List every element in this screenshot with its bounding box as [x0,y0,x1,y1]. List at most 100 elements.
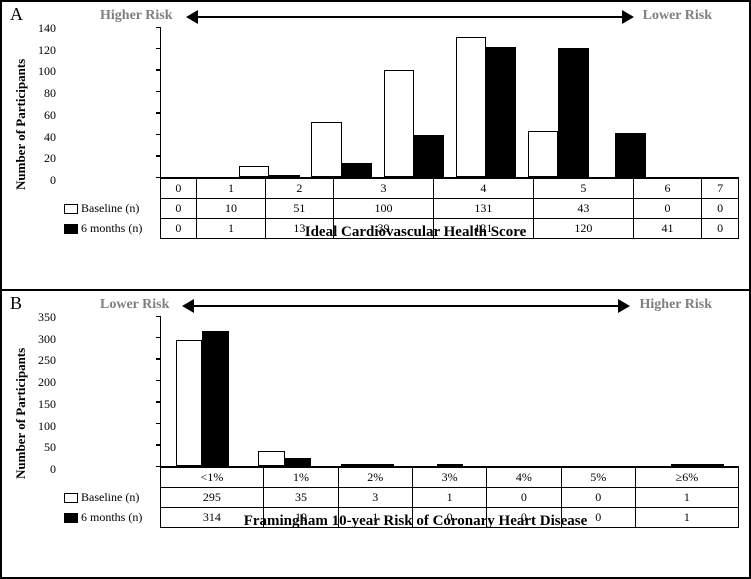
figure: A Higher Risk Lower Risk Number of Parti… [0,0,751,579]
baseline-cell: 131 [433,199,533,219]
arrow-right-a [622,10,634,24]
bar-baseline [341,464,367,466]
panel-a: A Higher Risk Lower Risk Number of Parti… [2,2,749,291]
bar-baseline [176,340,202,466]
bar-baseline [437,464,463,466]
category-cell: 6 [633,179,701,199]
bar-6months [202,331,228,466]
bar-baseline [258,451,284,466]
legend-baseline: Baseline (n) [60,488,160,508]
baseline-cell: 100 [334,199,434,219]
months6-cell: 0 [160,219,197,239]
months6-cell: 1 [635,508,738,528]
bar-group [574,317,657,466]
baseline-cell: 51 [265,199,333,219]
baseline-cell: 1 [412,488,486,508]
legend-6months: 6 months (n) [60,508,160,528]
bar-group [667,28,739,177]
arrow-left-a [186,10,198,24]
bar-group [491,317,574,466]
bar-6months [342,163,372,177]
bar-6months [698,464,724,466]
risk-arrow-b: Lower Risk Higher Risk [100,297,712,315]
bar-6months [367,464,393,466]
arrow-left-b [182,299,194,313]
baseline-cell: 0 [633,199,701,219]
bar-group [595,28,667,177]
category-cell: 1% [264,468,338,488]
category-cell: 7 [702,179,739,199]
chart-area-a: Number of Participants 14012010080604020… [12,28,739,220]
plot-table-b: <1%1%2%3%4%5%≥6%Baseline (n)29535310016 … [60,317,739,509]
category-cell: 1 [197,179,265,199]
panel-b-label: B [10,293,22,314]
months6-cell: 120 [533,219,633,239]
months6-cell: 41 [633,219,701,239]
baseline-cell: 0 [160,199,197,219]
bar-group [656,317,739,466]
plot-table-a: 01234567Baseline (n)0105110013143006 mon… [60,28,739,220]
bar-baseline [456,37,486,177]
category-cell: <1% [160,468,264,488]
bar-group [233,28,305,177]
category-cell: 3% [412,468,486,488]
category-cell: 0 [160,179,197,199]
chart-area-b: Number of Participants 35030025020015010… [12,317,739,509]
bar-6months [558,48,588,177]
legend-baseline: Baseline (n) [60,199,160,219]
bar-group [244,317,327,466]
legend-6months: 6 months (n) [60,219,160,239]
bar-baseline [528,131,558,177]
baseline-cell: 0 [702,199,739,219]
bar-group [450,28,522,177]
baseline-cell: 0 [487,488,561,508]
panel-a-label: A [10,4,23,25]
bar-baseline [671,464,697,466]
bar-baseline [311,122,341,177]
bar-group [522,28,594,177]
risk-right-b: Higher Risk [640,297,712,313]
bar-group [161,28,233,177]
y-ticks-b: 350300250200150100500 [30,317,60,469]
baseline-cell: 295 [160,488,264,508]
y-ticks-a: 140120100806040200 [30,28,60,180]
bar-6months [285,458,311,466]
category-cell: 2 [265,179,333,199]
bar-group [378,28,450,177]
bar-6months [486,47,516,177]
y-label-a: Number of Participants [12,28,30,220]
baseline-cell: 0 [561,488,635,508]
arrow-line-b [194,305,618,307]
bar-group [409,317,492,466]
category-cell: 5% [561,468,635,488]
category-cell: 2% [338,468,412,488]
months6-cell: 1 [197,219,265,239]
risk-left-b: Lower Risk [100,297,169,313]
risk-arrow-a: Higher Risk Lower Risk [100,8,712,26]
plot-a [160,28,739,178]
bar-6months [615,133,645,177]
baseline-cell: 3 [338,488,412,508]
bar-group [306,28,378,177]
baseline-cell: 35 [264,488,338,508]
baseline-cell: 10 [197,199,265,219]
months6-cell: 0 [702,219,739,239]
category-cell: ≥6% [635,468,738,488]
bar-group [326,317,409,466]
bar-baseline [239,166,269,177]
arrow-line-a [198,16,622,18]
category-cell: 4% [487,468,561,488]
panel-b: B Lower Risk Higher Risk Number of Parti… [2,291,749,577]
category-cell: 5 [533,179,633,199]
y-label-b: Number of Participants [12,317,30,509]
plot-b [160,317,739,467]
category-cell: 4 [433,179,533,199]
category-cell: 3 [334,179,434,199]
bar-6months [269,175,299,177]
bar-6months [414,135,444,177]
bar-group [161,317,244,466]
bar-baseline [384,70,414,177]
baseline-cell: 1 [635,488,738,508]
baseline-cell: 43 [533,199,633,219]
risk-left-a: Higher Risk [100,8,172,24]
